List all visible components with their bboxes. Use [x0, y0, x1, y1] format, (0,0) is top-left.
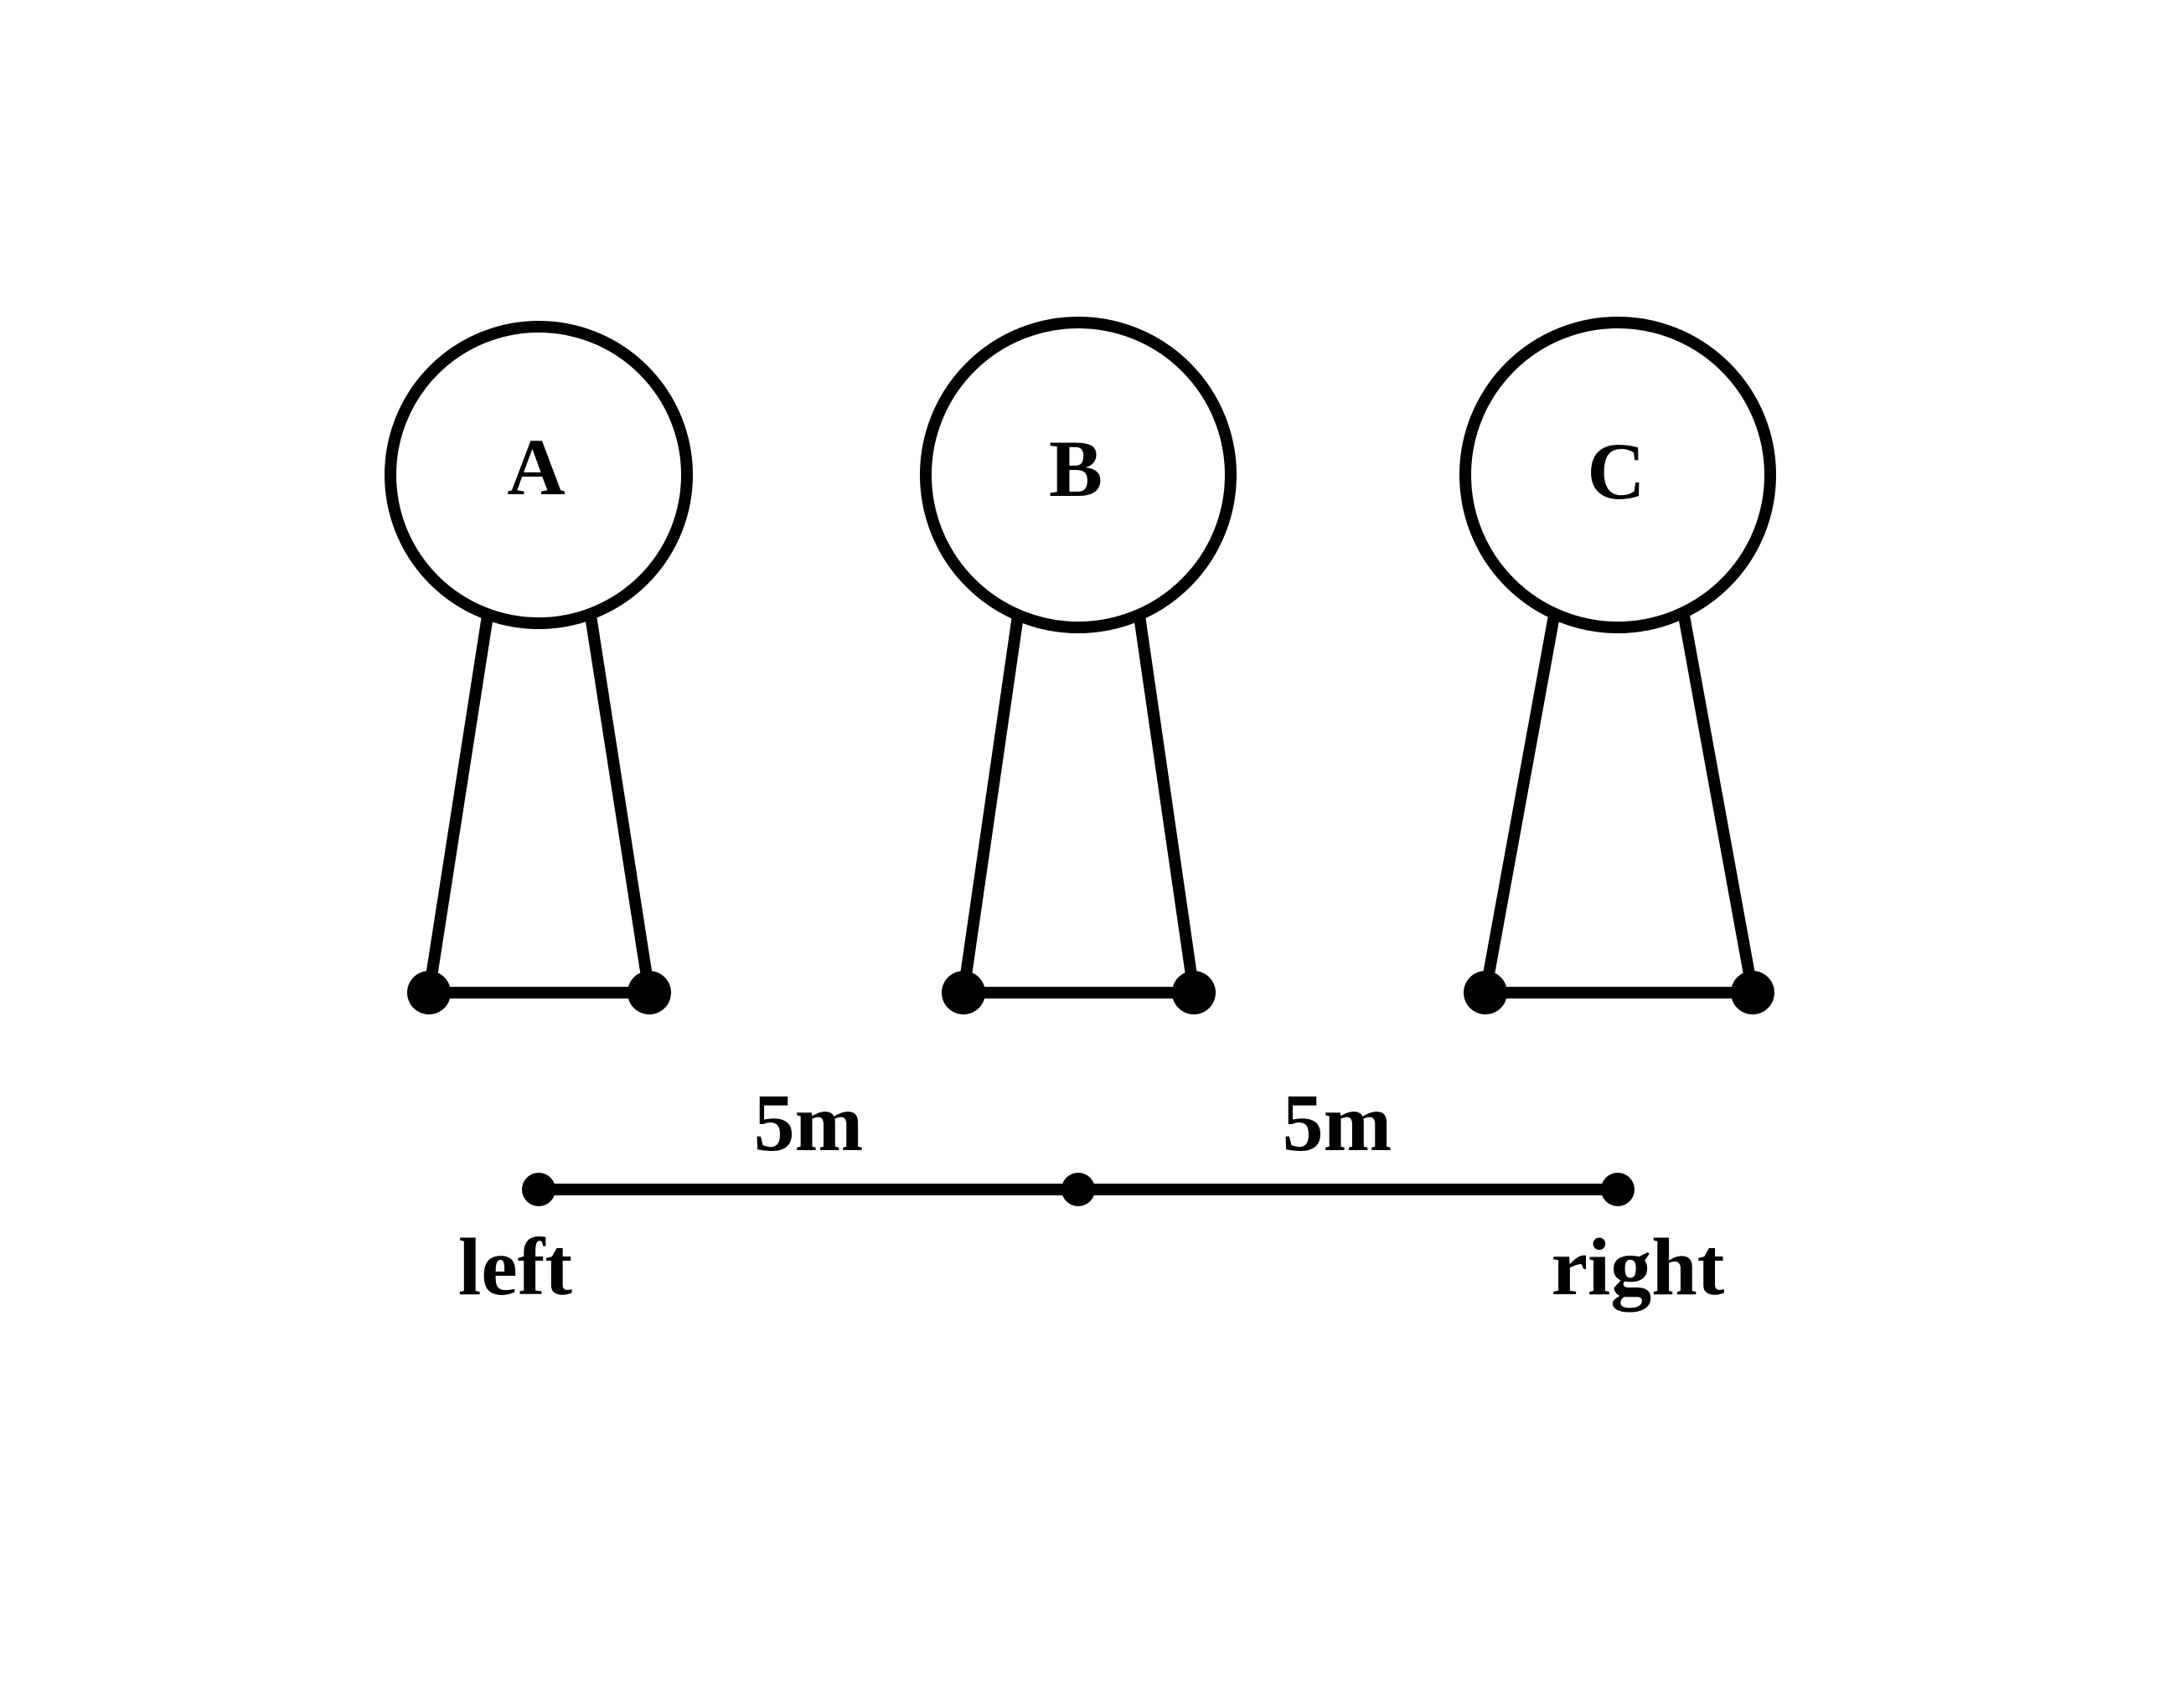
- object-a-right-foot-dot: [628, 971, 671, 1014]
- object-c-right-foot-dot: [1731, 971, 1774, 1014]
- object-a-label: A: [507, 422, 565, 512]
- object-b-left-leg: [963, 616, 1018, 993]
- scale-left-dot: [522, 1173, 555, 1206]
- object-c-label: C: [1587, 426, 1645, 516]
- object-b: B: [926, 323, 1231, 1014]
- scale-right-dot: [1601, 1173, 1635, 1206]
- distance-label-left: 5m: [754, 1078, 864, 1169]
- object-b-right-foot-dot: [1172, 971, 1216, 1014]
- object-c-right-leg: [1684, 616, 1753, 993]
- object-b-left-foot-dot: [942, 971, 985, 1014]
- object-a-right-leg: [591, 616, 649, 993]
- object-b-label: B: [1049, 424, 1103, 513]
- object-a: A: [390, 327, 687, 1014]
- distance-scale: 5m 5m left right: [458, 1078, 1725, 1313]
- object-c: C: [1464, 323, 1774, 1014]
- scale-middle-dot: [1061, 1173, 1095, 1206]
- object-b-right-leg: [1139, 616, 1194, 993]
- left-end-label: left: [458, 1222, 572, 1313]
- object-c-left-foot-dot: [1464, 971, 1507, 1014]
- distance-label-right: 5m: [1283, 1078, 1392, 1169]
- object-c-left-leg: [1485, 616, 1554, 993]
- object-a-left-leg: [429, 616, 488, 993]
- object-a-left-foot-dot: [407, 971, 451, 1014]
- right-end-label: right: [1552, 1222, 1725, 1313]
